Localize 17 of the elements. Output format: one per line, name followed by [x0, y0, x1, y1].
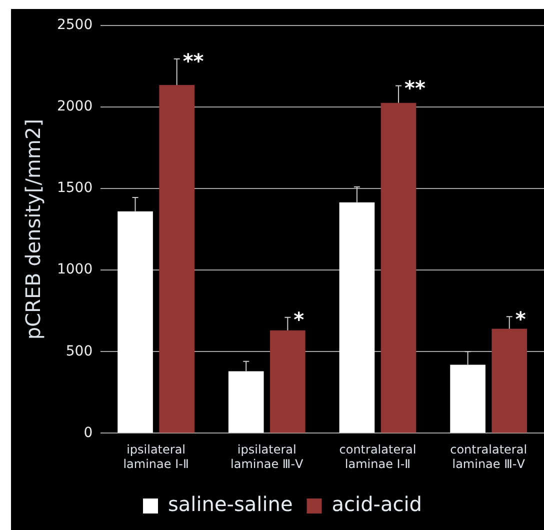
y-tick-label: 500	[66, 343, 93, 360]
x-tick-label: ipsilateral laminae Ⅲ-Ⅴ	[230, 442, 304, 471]
legend-label: acid-acid	[332, 492, 422, 516]
annotation: **	[404, 76, 426, 100]
annotation: *	[515, 306, 526, 331]
x-tick-label: contralateral laminae Ⅰ-Ⅱ	[339, 442, 416, 471]
y-tick-label: 0	[84, 424, 93, 441]
y-axis-title: pCREB density[/mm2]	[21, 118, 46, 340]
x-tick-label: contralateral laminae Ⅲ-Ⅴ	[450, 442, 528, 471]
y-tick-label: 2000	[56, 98, 93, 115]
y-tick-label: 2500	[56, 17, 93, 34]
annotation: **	[182, 49, 204, 74]
y-tick-label: 1000	[56, 262, 93, 278]
x-tick-label: ipsilateral laminae Ⅰ-Ⅱ	[123, 442, 189, 471]
legend-label: saline-saline	[168, 492, 293, 516]
annotation: *	[294, 308, 305, 332]
y-tick-label: 1500	[56, 180, 93, 196]
